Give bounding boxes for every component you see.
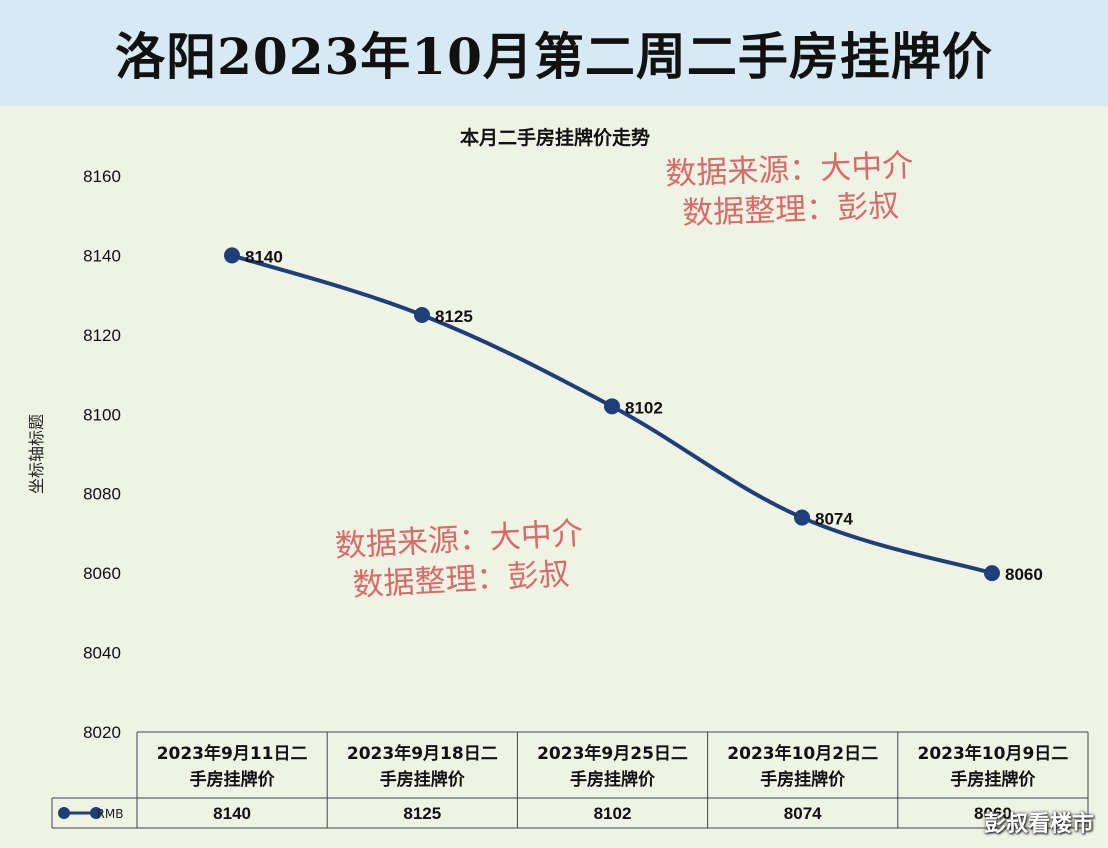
data-point — [984, 565, 1000, 582]
y-tick-label: 8060 — [83, 564, 121, 583]
y-tick-label: 8140 — [83, 246, 121, 265]
table-value-cell: 8102 — [594, 804, 632, 823]
y-tick-label: 8040 — [83, 644, 121, 663]
y-tick-label: 8160 — [83, 167, 121, 186]
brand-watermark: 彭叔看楼市 — [983, 812, 1094, 837]
x-category-label: 2023年9月18日二 — [347, 743, 498, 764]
data-label: 8074 — [815, 510, 853, 529]
data-label: 8102 — [625, 398, 663, 417]
y-tick-label: 8080 — [83, 485, 121, 504]
chart-area: 本月二手房挂牌价走势坐标轴标题 8160 8140 8120 8100 8080 8060 8… — [0, 106, 1108, 848]
watermark-top: 数据来源：大中介 数据整理：彭叔 — [665, 146, 916, 235]
chart-title: 本月二手房挂牌价走势 — [460, 126, 650, 149]
y-tick-label: 8100 — [83, 405, 121, 424]
data-point — [224, 247, 240, 264]
x-category-label: 手房挂牌价 — [950, 769, 1036, 790]
data-point — [794, 509, 810, 526]
x-category-label: 手房挂牌价 — [380, 769, 466, 790]
data-label: 8140 — [245, 247, 283, 266]
y-tick-label: 8120 — [83, 326, 121, 345]
x-category-label: 手房挂牌价 — [190, 769, 276, 790]
table-value-cell: 8060 — [974, 804, 1012, 823]
x-category-label: 2023年10月9日二 — [917, 743, 1068, 764]
data-point — [414, 307, 430, 323]
table-value-cell: 8074 — [784, 804, 822, 823]
x-category-label: 手房挂牌价 — [570, 769, 656, 790]
x-category-label: 2023年9月25日二 — [537, 743, 688, 764]
legend-series-name: RMB — [97, 807, 124, 821]
legend-key-marker — [58, 807, 70, 819]
data-label: 8125 — [435, 307, 473, 326]
x-category-label: 手房挂牌价 — [760, 769, 846, 790]
x-category-label: 2023年10月2日二 — [727, 743, 878, 764]
watermark-middle: 数据来源：大中介 数据整理：彭叔 — [334, 514, 586, 607]
table-value-cell: 8140 — [213, 804, 251, 823]
y-tick-label: 8020 — [83, 723, 121, 742]
data-point — [604, 398, 620, 415]
banner: 洛阳2023年10月第二周二手房挂牌价 — [0, 0, 1108, 106]
data-label: 8060 — [1005, 565, 1043, 584]
legend-key-marker — [90, 807, 102, 819]
x-category-label: 2023年9月11日二 — [157, 743, 308, 764]
y-axis-title: 坐标轴标题 — [27, 414, 46, 494]
banner-title: 洛阳2023年10月第二周二手房挂牌价 — [115, 27, 993, 86]
table-value-cell: 8125 — [403, 804, 441, 823]
